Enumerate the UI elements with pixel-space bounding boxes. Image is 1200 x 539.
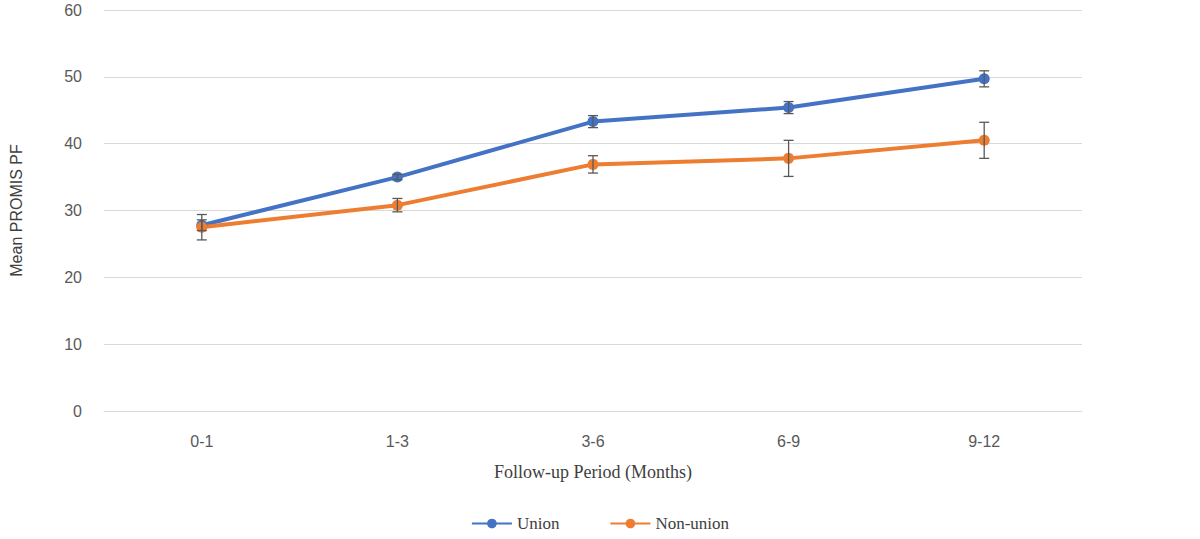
svg-text:Non-union: Non-union [655, 514, 729, 533]
svg-text:10: 10 [64, 336, 82, 353]
svg-text:0: 0 [73, 403, 82, 420]
svg-text:50: 50 [64, 68, 82, 85]
svg-text:Follow-up Period (Months): Follow-up Period (Months) [494, 462, 692, 483]
svg-text:Union: Union [517, 514, 560, 533]
svg-text:9-12: 9-12 [968, 433, 1000, 450]
svg-text:3-6: 3-6 [581, 433, 604, 450]
svg-text:40: 40 [64, 135, 82, 152]
svg-text:0-1: 0-1 [190, 433, 213, 450]
svg-text:20: 20 [64, 269, 82, 286]
svg-text:1-3: 1-3 [386, 433, 409, 450]
svg-text:60: 60 [64, 2, 82, 19]
svg-text:6-9: 6-9 [777, 433, 800, 450]
svg-text:30: 30 [64, 202, 82, 219]
svg-text:Mean PROMIS PF: Mean PROMIS PF [8, 144, 25, 277]
